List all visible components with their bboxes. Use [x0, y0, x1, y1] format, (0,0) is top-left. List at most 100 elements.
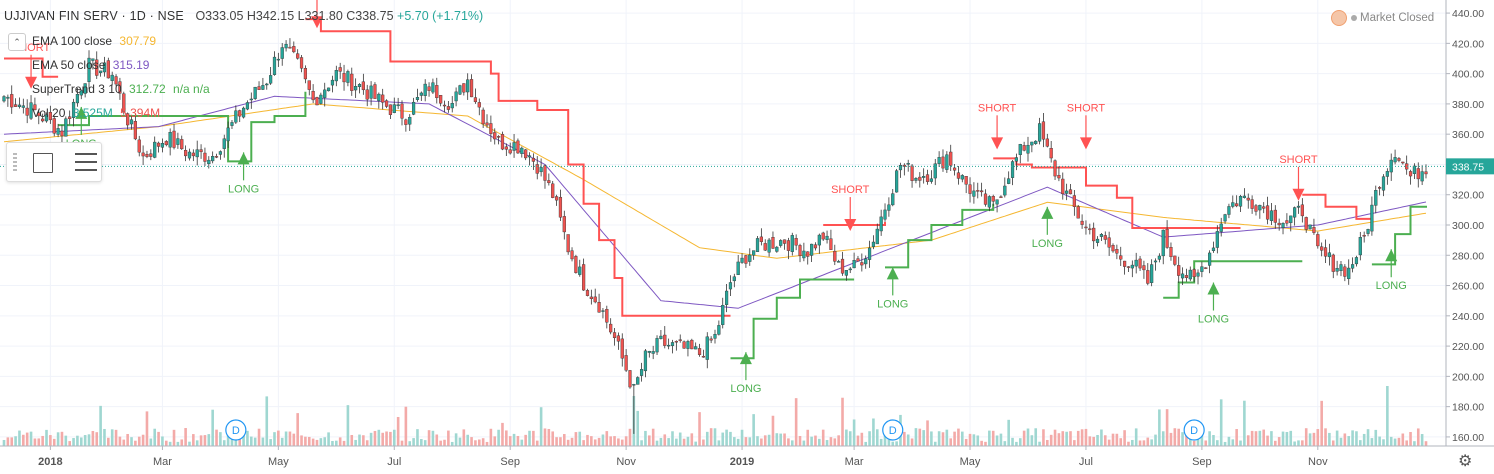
volume-bar	[226, 434, 230, 446]
volume-bar	[350, 434, 354, 446]
volume-bar	[682, 438, 686, 446]
candle-body	[153, 141, 157, 158]
candle-body	[1258, 204, 1262, 211]
legend-supertrend[interactable]: SuperTrend 3 10 312.72 n/a n/a	[32, 82, 210, 96]
candle-body	[1080, 220, 1084, 225]
symbol-title[interactable]: UJJIVAN FIN SERV · 1D · NSE	[4, 9, 184, 23]
candle-body	[388, 104, 393, 115]
volume-bar	[613, 436, 616, 446]
candle-body	[1281, 223, 1285, 228]
candle-body	[524, 149, 528, 159]
volume-bar	[219, 432, 222, 446]
volume-bar	[953, 431, 956, 446]
dividend-marker-label: D	[1190, 425, 1198, 437]
candle-body	[1397, 158, 1401, 161]
candle-body	[1068, 189, 1073, 195]
legend-volume[interactable]: Vol 20 3.525M 5.394M	[32, 106, 160, 120]
candle-body	[616, 335, 620, 342]
volume-bar	[481, 438, 485, 446]
volume-bar	[1378, 436, 1381, 446]
settings-gear-icon[interactable]: ⚙	[1458, 453, 1473, 470]
volume-bar	[555, 437, 558, 446]
candle-body	[694, 346, 698, 350]
candle-body	[636, 377, 640, 385]
candle-body	[307, 80, 311, 90]
volume-bar	[605, 431, 609, 446]
volume-bar	[1127, 441, 1130, 446]
candle-body	[1196, 272, 1200, 277]
candle-body	[1350, 264, 1355, 269]
candle-body	[879, 216, 883, 232]
candle-body	[160, 143, 165, 148]
candle-body	[949, 151, 953, 166]
short-label: SHORT	[978, 102, 1017, 114]
candle-body	[578, 266, 582, 275]
candle-body	[1242, 195, 1246, 198]
volume-bar	[435, 434, 439, 446]
candle-body	[1049, 148, 1053, 159]
candle-body	[110, 74, 114, 81]
volume-bar	[79, 437, 83, 446]
candle-body	[945, 154, 949, 170]
volume-bar	[1335, 430, 1339, 446]
volume-bar	[903, 431, 906, 446]
volume-bar	[845, 429, 848, 446]
candle-body	[1115, 249, 1119, 254]
candle-body	[1277, 222, 1281, 226]
volume-bar	[1212, 435, 1215, 446]
volume-bar	[164, 440, 168, 446]
volume-bar	[149, 438, 153, 446]
candle-body	[991, 196, 995, 202]
volume-bar	[168, 441, 172, 446]
volume-bar	[655, 440, 659, 446]
candle-body	[1269, 210, 1274, 221]
volume-bar	[617, 438, 620, 446]
legend-ema50[interactable]: EMA 50 close 315.19	[32, 58, 149, 72]
volume-bar	[416, 429, 419, 446]
candle-body	[500, 134, 505, 150]
dividend-marker[interactable]: D	[882, 419, 904, 441]
volume-bar	[176, 441, 180, 446]
volume-bar	[1049, 434, 1053, 446]
volume-bar	[1316, 429, 1320, 446]
candle-body	[419, 92, 423, 96]
volume-bar	[284, 431, 288, 446]
volume-bar	[118, 436, 122, 446]
legend-volume-ma-value: 5.394M	[120, 106, 161, 120]
legend-ema100[interactable]: EMA 100 close 307.79	[32, 34, 156, 48]
candle-body	[214, 156, 219, 158]
rectangle-tool-icon[interactable]	[33, 153, 53, 173]
candle-body	[241, 107, 246, 118]
volume-bar	[1150, 439, 1153, 446]
candle-body	[1354, 257, 1359, 265]
volume-bar	[195, 440, 199, 446]
signals: SHORT LONG LONG SHORT LONG SHORT LONG SHORT LONG…	[12, 0, 1407, 395]
dividend-marker[interactable]: D	[1183, 419, 1205, 441]
dividend-marker[interactable]: D	[225, 419, 247, 441]
object-tree-icon[interactable]	[75, 153, 97, 171]
volume-bar	[528, 430, 531, 446]
volume-bar	[702, 439, 705, 446]
volume-bar	[872, 418, 875, 446]
volume-bar	[1355, 431, 1358, 446]
market-status[interactable]: Market Closed	[1331, 10, 1434, 26]
candle-body	[245, 102, 250, 110]
candle-body	[361, 81, 365, 91]
chevron-down-icon[interactable]: ⌃	[8, 33, 26, 51]
drag-handle-icon[interactable]	[13, 153, 17, 171]
candle-body	[172, 130, 176, 148]
candle-body	[458, 85, 462, 95]
candle-body	[423, 83, 427, 96]
short-arrow-icon	[25, 76, 38, 89]
long-label: LONG	[228, 183, 259, 195]
volume-bar	[1038, 441, 1041, 446]
volume-bar	[721, 432, 725, 446]
legend-ema100-label: EMA 100 close	[32, 34, 113, 48]
candle-body	[813, 244, 818, 249]
volume-bar	[319, 438, 323, 446]
volume-bar	[1393, 438, 1397, 446]
volume-bar	[810, 436, 813, 446]
candle-body	[44, 114, 49, 122]
volume-bar	[381, 432, 384, 446]
